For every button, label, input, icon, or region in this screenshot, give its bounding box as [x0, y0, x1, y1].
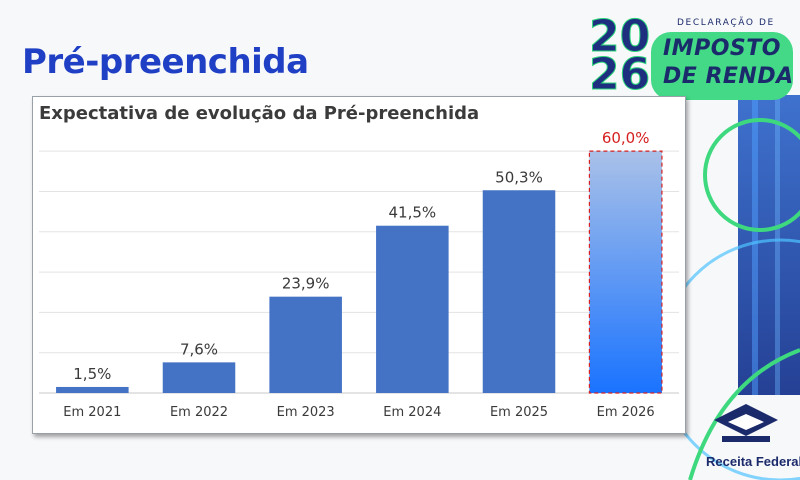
bar-em-2024 — [376, 225, 449, 393]
logo-imposto-text: IMPOSTO — [663, 36, 781, 61]
bar-em-2021 — [56, 386, 129, 393]
chart-frame: Expectativa de evolução da Pré-preenchid… — [32, 96, 686, 434]
x-tick-label: Em 2022 — [170, 405, 228, 420]
bar-chart: 1,5% Em 2021 7,6% Em 2022 23,9% Em 2023 41,5% E… — [39, 129, 679, 420]
logo-year-top: 20 — [588, 11, 651, 62]
logo-year: 20 26 — [588, 14, 650, 97]
data-label: 50,3% — [495, 168, 543, 186]
x-tick-label: Em 2021 — [63, 405, 121, 420]
logo-pill-shape — [651, 32, 793, 100]
x-tick-label: Em 2025 — [490, 405, 548, 420]
x-tick-label: Em 2024 — [383, 405, 441, 420]
receita-federal-text: Receita Federal — [706, 454, 800, 469]
x-tick-label: Em 2026 — [597, 405, 655, 420]
data-label: 60,0% — [602, 129, 650, 147]
bar-em-2022 — [162, 362, 236, 393]
data-label: 23,9% — [282, 275, 330, 293]
data-label: 41,5% — [389, 204, 437, 222]
receita-federal-logo: Receita Federal — [686, 398, 800, 480]
bar-em-2026 — [589, 151, 662, 393]
imposto-de-renda-logo: DECLARAÇÃO DE 20 26 IMPOSTO DE RENDA — [585, 14, 800, 104]
x-tick-label: Em 2023 — [277, 405, 335, 420]
logo-declaracao-text: DECLARAÇÃO DE — [677, 18, 775, 28]
logo-year-bottom: 26 — [588, 49, 651, 100]
data-label: 1,5% — [73, 365, 111, 383]
bar-em-2025 — [482, 190, 556, 393]
receita-federal-emblem-icon — [714, 404, 778, 442]
page-title: Pré-preenchida — [22, 42, 309, 82]
bar-em-2023 — [269, 296, 342, 393]
data-label: 7,6% — [180, 340, 218, 358]
chart-title: Expectativa de evolução da Pré-preenchid… — [39, 103, 480, 124]
logo-de-renda-text: DE RENDA — [663, 64, 794, 89]
highlight-bar-border — [588, 150, 663, 394]
